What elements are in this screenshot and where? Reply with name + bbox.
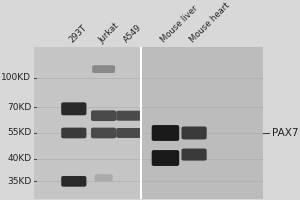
FancyBboxPatch shape <box>182 149 207 161</box>
FancyBboxPatch shape <box>91 110 116 121</box>
Text: 100KD: 100KD <box>2 73 31 82</box>
Text: 70KD: 70KD <box>7 103 31 112</box>
FancyBboxPatch shape <box>61 128 86 138</box>
FancyBboxPatch shape <box>152 150 179 166</box>
FancyBboxPatch shape <box>182 127 207 139</box>
Text: Jurkat: Jurkat <box>97 21 121 45</box>
Bar <box>141 47 263 199</box>
FancyBboxPatch shape <box>94 174 113 182</box>
Bar <box>34 47 141 199</box>
FancyBboxPatch shape <box>116 111 141 121</box>
FancyBboxPatch shape <box>152 125 179 141</box>
Text: A549: A549 <box>122 23 144 45</box>
FancyBboxPatch shape <box>61 102 86 115</box>
Text: 293T: 293T <box>68 24 88 45</box>
FancyBboxPatch shape <box>92 65 115 73</box>
FancyBboxPatch shape <box>61 176 86 187</box>
Text: 40KD: 40KD <box>7 154 31 163</box>
FancyBboxPatch shape <box>116 128 141 138</box>
FancyBboxPatch shape <box>91 128 116 138</box>
Text: PAX7: PAX7 <box>272 128 298 138</box>
Text: 55KD: 55KD <box>7 128 31 137</box>
Text: Mouse heart: Mouse heart <box>188 1 231 45</box>
Text: Mouse liver: Mouse liver <box>159 4 200 45</box>
Text: 35KD: 35KD <box>7 177 31 186</box>
